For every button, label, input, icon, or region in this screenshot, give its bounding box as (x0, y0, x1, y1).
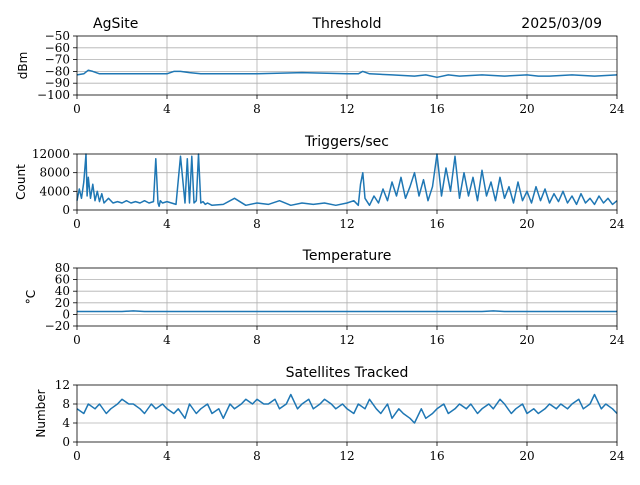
satellites-xtick-label: 8 (253, 449, 261, 463)
satellites-xtick-label: 20 (519, 449, 534, 463)
satellites-ytick-label: 0 (62, 435, 70, 449)
temperature-ylabel: °C (24, 290, 38, 304)
triggers-ytick-label: 4000 (39, 184, 70, 198)
threshold-xtick-label: 8 (253, 102, 261, 116)
triggers-ytick-label: 12000 (32, 147, 70, 161)
threshold-ytick-label: −60 (45, 41, 70, 55)
temperature-ytick-label: 0 (62, 307, 70, 321)
temperature-ytick-label: 20 (55, 296, 70, 310)
triggers-xtick-label: 16 (429, 217, 444, 231)
satellites-ytick-label: 8 (62, 397, 70, 411)
threshold-ytick-label: −70 (45, 53, 70, 67)
satellites-xtick-label: 24 (609, 449, 625, 463)
triggers-xtick-label: 0 (73, 217, 81, 231)
temperature-ytick-label: 60 (55, 273, 70, 287)
date-label: 2025/03/09 (521, 16, 602, 32)
triggers-ylabel: Count (14, 164, 28, 200)
temperature-ytick-label: 80 (55, 261, 70, 275)
satellites-ytick-label: 12 (55, 378, 70, 392)
triggers-ytick-label: 0 (62, 203, 70, 217)
satellites-series-line (76, 393, 618, 424)
temperature-series-line (77, 310, 617, 313)
threshold-ytick-label: −80 (45, 64, 70, 78)
satellites-ylabel: Number (34, 389, 48, 437)
triggers-xtick-label: 12 (339, 217, 354, 231)
site-name: AgSite (93, 16, 138, 32)
temperature-chart-title: Temperature (302, 248, 392, 264)
satellites-xtick-label: 0 (73, 449, 81, 463)
triggers-chart-title: Triggers/sec (304, 134, 389, 150)
satellites-xtick-label: 16 (429, 449, 444, 463)
temperature-ytick-label: −20 (45, 319, 70, 333)
threshold-xtick-label: 4 (163, 102, 171, 116)
triggers-xtick-label: 24 (609, 217, 625, 231)
threshold-xtick-label: 24 (609, 102, 625, 116)
triggers-xtick-label: 20 (519, 217, 534, 231)
temperature-xtick-label: 8 (253, 333, 261, 347)
temperature-xtick-label: 20 (519, 333, 534, 347)
threshold-xtick-label: 0 (73, 102, 81, 116)
temperature-xtick-label: 24 (609, 333, 625, 347)
triggers-xtick-label: 8 (253, 217, 261, 231)
threshold-chart-title: Threshold (312, 16, 382, 32)
temperature-xtick-label: 16 (429, 333, 444, 347)
triggers-xtick-label: 4 (163, 217, 171, 231)
satellites-ytick-label: 4 (62, 416, 70, 430)
satellites-xtick-label: 4 (163, 449, 171, 463)
threshold-ylabel: dBm (16, 52, 30, 80)
threshold-ytick-label: −100 (37, 88, 70, 102)
triggers-ytick-label: 8000 (39, 166, 70, 180)
temperature-xtick-label: 12 (339, 333, 354, 347)
temperature-xtick-label: 4 (163, 333, 171, 347)
threshold-xtick-label: 12 (339, 102, 354, 116)
satellites-xtick-label: 12 (339, 449, 354, 463)
temperature-xtick-label: 0 (73, 333, 81, 347)
threshold-xtick-label: 16 (429, 102, 444, 116)
threshold-ytick-label: −50 (45, 29, 70, 43)
satellites-chart-title: Satellites Tracked (286, 365, 409, 381)
triggers-series-line (76, 153, 618, 208)
threshold-xtick-label: 20 (519, 102, 534, 116)
threshold-ytick-label: −90 (45, 76, 70, 90)
threshold-series-line (76, 69, 618, 79)
temperature-ytick-label: 40 (55, 284, 70, 298)
